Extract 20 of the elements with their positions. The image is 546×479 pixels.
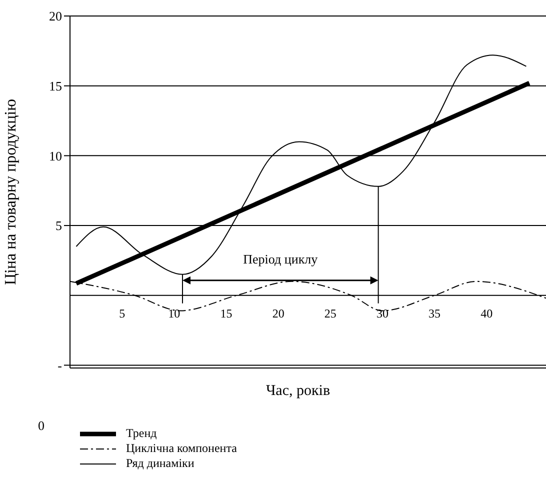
- annotation: Період циклу: [243, 251, 318, 266]
- text: 0: [38, 418, 44, 434]
- legend-label: Тренд: [126, 426, 157, 441]
- x-tick-label: 20: [272, 306, 284, 320]
- x-tick-label: 40: [480, 306, 493, 320]
- legend-label: Циклічна компонента: [126, 441, 237, 456]
- x-tick-label: 5: [119, 306, 126, 320]
- y-tick-label: 5: [56, 218, 62, 234]
- legend-label: Ряд динаміки: [126, 456, 194, 471]
- x-tick-label: 15: [220, 306, 232, 320]
- x-tick-label: 35: [428, 306, 441, 320]
- y-axis-title: Ціна на товарну продукцію: [2, 98, 20, 286]
- x-tick-label: 25: [324, 306, 336, 320]
- y-tick-label: 10: [49, 148, 62, 164]
- x-tick-label: 10: [168, 306, 180, 320]
- y-tick-label: -: [58, 358, 62, 373]
- y-tick-label: 20: [49, 8, 62, 24]
- y-tick-label: 15: [49, 78, 62, 94]
- x-tick-label: 30: [376, 306, 388, 320]
- x-axis-title: Час, років: [264, 383, 332, 400]
